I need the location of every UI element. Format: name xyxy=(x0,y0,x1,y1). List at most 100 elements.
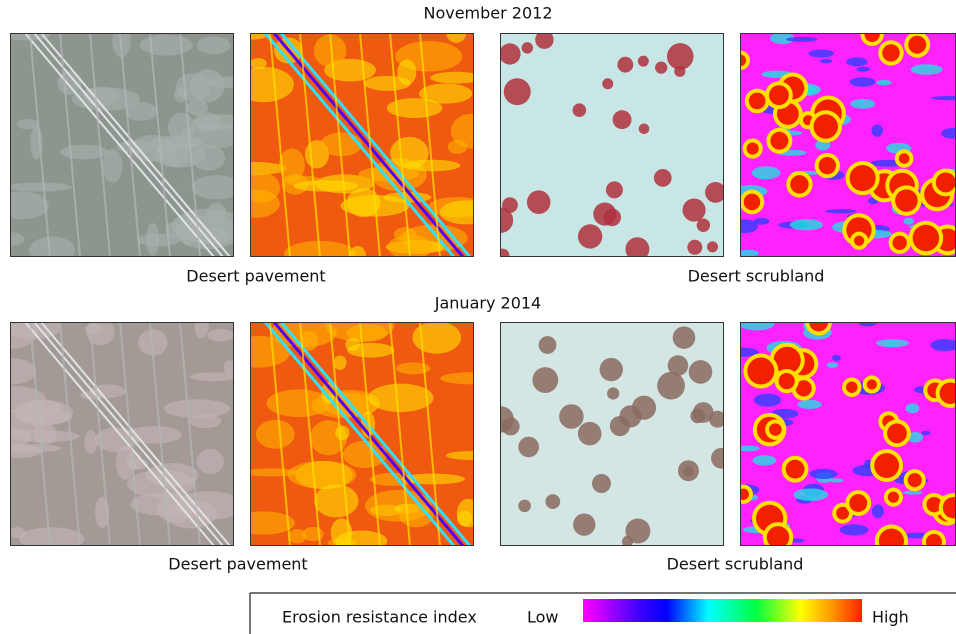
texture xyxy=(903,491,923,495)
row-title: November 2012 xyxy=(423,4,552,23)
shrub xyxy=(749,93,766,110)
shrub xyxy=(632,396,656,420)
texture xyxy=(223,360,236,374)
shrub xyxy=(639,123,650,134)
texture xyxy=(856,67,870,72)
shrub xyxy=(770,132,788,150)
shrub xyxy=(573,513,595,535)
legend-low: Low xyxy=(527,608,559,627)
texture xyxy=(446,451,496,460)
shrub xyxy=(657,372,685,400)
texture xyxy=(190,372,238,381)
texture xyxy=(739,318,774,330)
texture xyxy=(174,491,243,520)
shrub xyxy=(786,460,805,479)
texture xyxy=(846,57,867,66)
texture xyxy=(102,149,122,183)
texture xyxy=(29,236,75,263)
shrub xyxy=(850,165,876,191)
texture xyxy=(8,527,25,538)
texture xyxy=(349,246,366,266)
shrub xyxy=(747,357,774,384)
texture xyxy=(440,372,503,384)
shrub xyxy=(674,66,685,77)
shrub xyxy=(887,423,907,443)
shrub xyxy=(613,110,632,129)
texture xyxy=(921,431,931,435)
image-panel xyxy=(726,309,956,558)
image-panel xyxy=(488,322,732,547)
shrub xyxy=(926,534,942,550)
texture xyxy=(752,166,781,179)
shrub xyxy=(607,387,619,399)
shrub xyxy=(687,240,702,255)
texture xyxy=(191,175,242,199)
shrub xyxy=(668,355,689,376)
shrub xyxy=(895,189,917,211)
shrub xyxy=(849,494,867,512)
shrub xyxy=(625,237,649,261)
panel-label: Desert scrubland xyxy=(688,267,825,286)
texture xyxy=(293,180,358,191)
texture xyxy=(808,49,834,57)
panel-label: Desert pavement xyxy=(168,555,307,574)
texture xyxy=(827,362,838,368)
texture xyxy=(126,452,142,470)
texture xyxy=(832,355,841,361)
shrub xyxy=(814,114,838,138)
texture xyxy=(786,37,818,42)
shrub xyxy=(697,219,710,232)
shrub xyxy=(864,27,879,42)
texture xyxy=(343,441,387,468)
texture xyxy=(302,527,324,541)
texture xyxy=(876,339,909,347)
shrub xyxy=(769,85,789,105)
texture xyxy=(345,338,360,351)
image-panel xyxy=(218,24,492,267)
texture xyxy=(85,323,102,334)
texture xyxy=(256,420,295,449)
shrub xyxy=(683,466,693,476)
texture xyxy=(364,76,411,91)
shrub xyxy=(846,382,857,393)
shrub xyxy=(888,492,899,503)
shrub xyxy=(654,169,672,187)
texture xyxy=(314,484,358,517)
image-panel xyxy=(730,23,956,257)
shrub xyxy=(867,379,877,389)
image-panel xyxy=(488,30,726,262)
texture xyxy=(6,183,72,192)
texture xyxy=(754,393,781,406)
texture xyxy=(820,59,832,64)
shrub xyxy=(610,416,630,436)
shrub xyxy=(936,172,956,192)
texture xyxy=(419,84,472,104)
texture xyxy=(368,384,433,412)
texture xyxy=(197,36,231,54)
shrub xyxy=(854,236,864,246)
shrub xyxy=(689,360,713,384)
shrub xyxy=(790,175,808,193)
shrub xyxy=(573,103,587,117)
texture xyxy=(850,77,876,87)
shrub xyxy=(527,190,551,214)
texture xyxy=(809,469,837,479)
shrub xyxy=(738,489,749,500)
shrub xyxy=(711,448,732,469)
shrub xyxy=(504,78,531,105)
texture xyxy=(146,223,159,256)
shrub xyxy=(913,225,940,252)
shrub xyxy=(893,236,907,250)
texture xyxy=(790,219,823,230)
shrub xyxy=(882,44,899,61)
texture xyxy=(333,356,346,370)
color-ramp xyxy=(583,599,862,622)
shrub xyxy=(769,423,782,436)
shrub xyxy=(545,494,560,509)
texture xyxy=(903,218,913,225)
shrub xyxy=(673,326,696,349)
shrub xyxy=(600,358,623,381)
texture xyxy=(798,400,822,409)
image-background xyxy=(500,322,724,546)
shrub xyxy=(667,43,694,70)
